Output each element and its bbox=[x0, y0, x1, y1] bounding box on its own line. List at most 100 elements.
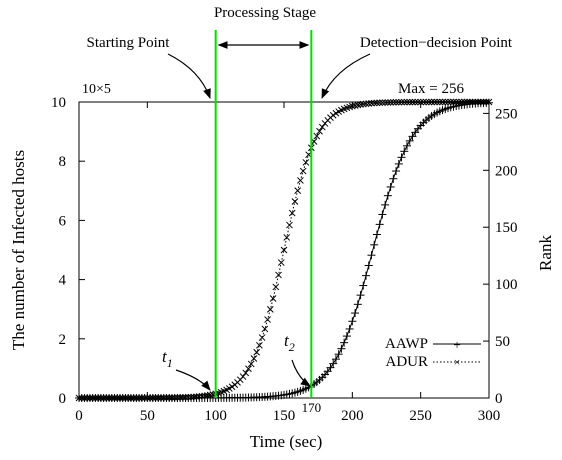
max-label: Max = 256 bbox=[398, 81, 464, 97]
data-point-adur-107 bbox=[368, 99, 375, 107]
data-point-adur-82 bbox=[299, 167, 307, 175]
legend: AAWP + ADUR × bbox=[385, 336, 481, 370]
data-point-aawp-105 bbox=[362, 271, 370, 280]
y-tick-label-5: 10 bbox=[51, 95, 66, 111]
data-point-adur-71 bbox=[269, 295, 277, 302]
data-point-adur-67 bbox=[258, 334, 266, 341]
data-point-aawp-112 bbox=[381, 200, 390, 209]
data-point-adur-70 bbox=[266, 306, 274, 313]
legend-marker-aawp: + bbox=[453, 337, 460, 352]
data-point-adur-42 bbox=[190, 393, 198, 401]
processing-stage-label: Processing Stage bbox=[214, 5, 316, 21]
y2-tick-label-5: 250 bbox=[495, 106, 518, 122]
data-point-aawp-93 bbox=[329, 359, 338, 368]
data-point-aawp-94 bbox=[331, 355, 340, 364]
data-point-aawp-121 bbox=[405, 136, 414, 145]
t2-arrow bbox=[291, 359, 311, 387]
detection-point-label: Detection−decision Point bbox=[360, 35, 513, 51]
x-tick-label-1: 50 bbox=[140, 408, 155, 424]
data-point-aawp-106 bbox=[364, 261, 373, 270]
y-tick-label-2: 4 bbox=[59, 273, 67, 289]
data-point-adur-108 bbox=[370, 99, 378, 107]
x-tick-label-6: 250 bbox=[409, 408, 432, 424]
data-point-adur-101 bbox=[351, 102, 359, 109]
data-point-adur-89 bbox=[318, 123, 326, 131]
y2-tick-label-2: 100 bbox=[495, 277, 518, 293]
data-point-adur-109 bbox=[373, 99, 381, 107]
data-point-adur-61 bbox=[242, 369, 250, 377]
data-point-adur-64 bbox=[250, 355, 258, 362]
starting-point-arrow bbox=[167, 53, 211, 99]
data-point-adur-80 bbox=[294, 187, 302, 194]
data-point-aawp-101 bbox=[351, 309, 360, 318]
legend-marker-adur: × bbox=[454, 355, 461, 369]
data-point-adur-87 bbox=[313, 132, 321, 140]
data-point-aawp-104 bbox=[359, 281, 368, 290]
x-tick-label-2: 100 bbox=[204, 408, 227, 424]
t1-arrow bbox=[175, 369, 211, 391]
legend-label-aawp: AAWP bbox=[385, 336, 428, 352]
data-point-adur-39 bbox=[182, 393, 189, 401]
t2-label: t2 bbox=[284, 331, 295, 354]
data-point-aawp-111 bbox=[378, 210, 387, 219]
x-tick-label-5: 200 bbox=[341, 408, 364, 424]
data-point-adur-56 bbox=[228, 383, 236, 391]
data-point-aawp-102 bbox=[353, 300, 362, 309]
data-point-adur-81 bbox=[297, 177, 304, 184]
data-point-aawp-120 bbox=[403, 141, 411, 150]
y2-tick-label-0: 0 bbox=[495, 391, 503, 407]
data-point-adur-40 bbox=[184, 393, 192, 401]
data-point-aawp-100 bbox=[348, 317, 357, 326]
data-point-adur-73 bbox=[275, 271, 282, 279]
data-point-adur-76 bbox=[283, 234, 291, 241]
y2-tick-label-3: 150 bbox=[495, 220, 518, 236]
y-tick-label-3: 6 bbox=[59, 213, 67, 229]
data-point-aawp-114 bbox=[386, 182, 395, 191]
data-point-aawp-92 bbox=[326, 363, 335, 372]
data-point-aawp-98 bbox=[342, 332, 351, 341]
data-point-adur-41 bbox=[187, 393, 195, 401]
legend-label-adur: ADUR bbox=[385, 354, 428, 370]
series-layer bbox=[75, 98, 493, 402]
data-point-adur-66 bbox=[256, 341, 263, 349]
data-point-adur-78 bbox=[288, 209, 296, 217]
data-point-adur-112 bbox=[381, 99, 389, 106]
data-point-aawp-95 bbox=[334, 350, 343, 359]
data-point-adur-65 bbox=[253, 348, 261, 356]
data-point-adur-47 bbox=[204, 392, 211, 399]
data-point-aawp-115 bbox=[389, 174, 398, 183]
data-point-adur-38 bbox=[179, 394, 187, 401]
data-point-adur-75 bbox=[280, 246, 288, 254]
data-point-aawp-103 bbox=[356, 291, 365, 300]
data-point-adur-74 bbox=[277, 259, 285, 266]
data-point-adur-60 bbox=[239, 373, 247, 380]
data-point-aawp-99 bbox=[345, 324, 354, 333]
data-point-adur-72 bbox=[272, 283, 280, 291]
data-point-adur-88 bbox=[316, 127, 323, 135]
y-axis-title: The number of Infected hosts bbox=[9, 150, 28, 350]
data-point-aawp-118 bbox=[397, 153, 406, 162]
data-point-aawp-107 bbox=[367, 251, 376, 260]
y-tick-label-4: 8 bbox=[59, 154, 67, 170]
data-point-adur-102 bbox=[354, 101, 362, 109]
y2-tick-label-1: 50 bbox=[495, 334, 510, 350]
data-point-adur-48 bbox=[206, 391, 214, 399]
data-point-aawp-122 bbox=[408, 132, 417, 141]
data-point-adur-79 bbox=[291, 198, 299, 205]
data-point-adur-43 bbox=[193, 393, 200, 401]
data-point-aawp-108 bbox=[370, 240, 379, 249]
data-point-aawp-116 bbox=[392, 167, 401, 176]
x-tick-label-0: 0 bbox=[75, 408, 83, 424]
data-point-adur-103 bbox=[357, 101, 364, 108]
data-point-adur-93 bbox=[329, 111, 337, 119]
t1-label: t1 bbox=[162, 347, 173, 370]
data-point-adur-111 bbox=[379, 99, 386, 107]
x-tick-label-4: 170 bbox=[302, 400, 322, 415]
data-point-aawp-113 bbox=[383, 191, 392, 200]
y-tick-label-1: 2 bbox=[59, 332, 67, 348]
data-point-aawp-96 bbox=[337, 344, 346, 353]
plot-frame bbox=[78, 101, 490, 399]
data-point-adur-63 bbox=[247, 360, 255, 368]
data-point-adur-69 bbox=[264, 316, 271, 323]
